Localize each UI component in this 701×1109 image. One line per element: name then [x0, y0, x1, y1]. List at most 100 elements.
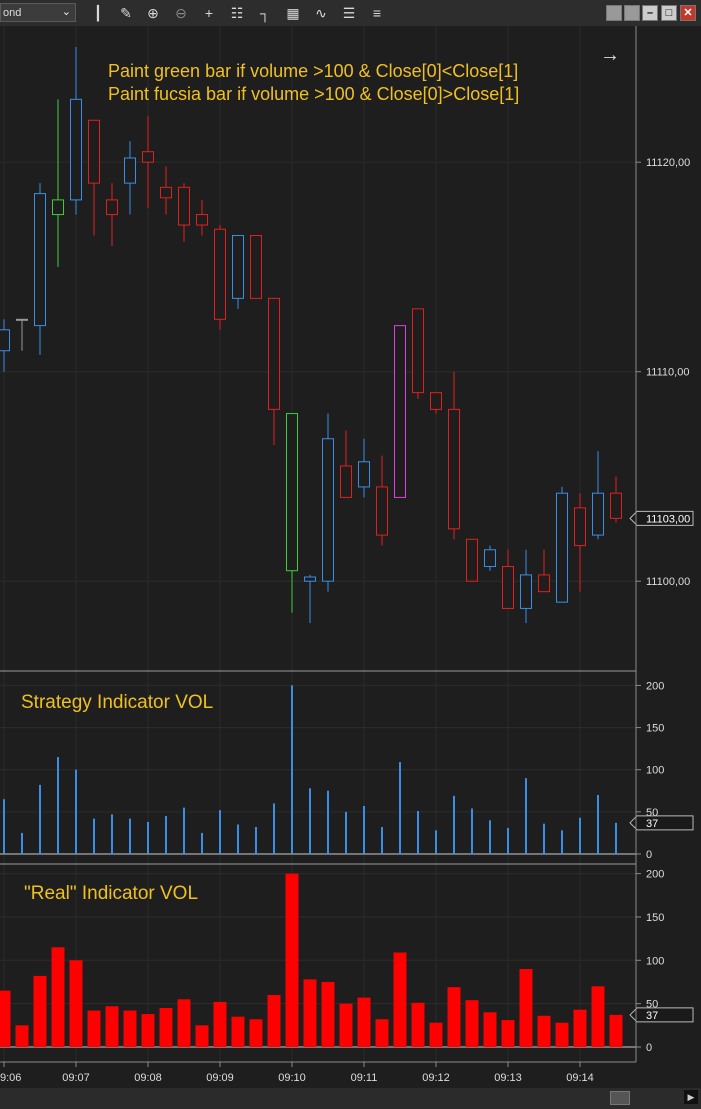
candle[interactable]	[0, 319, 10, 372]
volume-bar[interactable]	[483, 1012, 497, 1047]
time-tick-label: 9:06	[0, 1072, 21, 1084]
candle[interactable]	[610, 476, 622, 523]
volume-bar[interactable]	[177, 999, 191, 1047]
candle[interactable]	[124, 141, 136, 215]
candle[interactable]	[448, 371, 460, 540]
candle[interactable]	[484, 545, 496, 571]
volume-bar[interactable]	[267, 994, 281, 1047]
candle[interactable]	[142, 116, 154, 209]
volume-bar[interactable]	[15, 1025, 29, 1047]
volume-bar[interactable]	[393, 952, 407, 1047]
close-icon[interactable]: ✕	[680, 5, 696, 21]
candle[interactable]	[358, 438, 370, 498]
period-select[interactable]: ond ⌄	[0, 3, 76, 22]
volume-bar[interactable]	[123, 1010, 137, 1047]
zoom-in-icon[interactable]: ⊕	[147, 5, 159, 21]
candle[interactable]	[430, 392, 442, 414]
candle[interactable]	[232, 235, 244, 309]
volume-bar[interactable]	[321, 981, 335, 1047]
volume-bar[interactable]	[375, 1019, 389, 1047]
volume-bar[interactable]	[249, 1019, 263, 1047]
time-tick-label: 09:07	[62, 1072, 90, 1084]
candle[interactable]	[412, 308, 424, 399]
indicators-icon[interactable]: ∿	[315, 5, 327, 21]
candle[interactable]	[106, 183, 118, 246]
volume-bar[interactable]	[195, 1025, 209, 1047]
volume-bar[interactable]	[285, 873, 299, 1047]
window-tile-icon[interactable]	[606, 5, 622, 21]
bar-spacing-icon[interactable]: ┐	[260, 5, 270, 21]
volume-bar[interactable]	[609, 1014, 623, 1047]
candle[interactable]	[250, 235, 262, 299]
candle[interactable]	[196, 199, 208, 236]
candle[interactable]	[70, 46, 82, 215]
volume-bar[interactable]	[33, 975, 47, 1047]
scroll-right-icon[interactable]: ▶	[684, 1090, 698, 1104]
volume-bar[interactable]	[213, 1001, 227, 1047]
candle[interactable]	[556, 486, 568, 603]
candle[interactable]	[160, 166, 172, 215]
candle[interactable]	[574, 493, 586, 592]
volume-bar[interactable]	[555, 1022, 569, 1047]
candlestick-icon[interactable]: ┃	[93, 5, 103, 21]
candle[interactable]	[340, 430, 352, 498]
volume-bar[interactable]	[519, 968, 533, 1047]
volume-bar[interactable]	[537, 1015, 551, 1047]
crosshair-icon[interactable]: +	[204, 5, 214, 21]
volume-bar[interactable]	[87, 1010, 101, 1047]
volume-bar[interactable]	[303, 979, 317, 1047]
time-axis: 9:06 09:07 09:08 09:09 09:10 09:11 09:12 09:13 0…	[0, 1062, 594, 1084]
strategies-icon[interactable]: ☰	[342, 5, 356, 21]
maximize-icon[interactable]: □	[661, 5, 677, 21]
volume-bar[interactable]	[411, 1002, 425, 1047]
window-cascade-icon[interactable]	[624, 5, 640, 21]
scrollbar-thumb[interactable]	[610, 1091, 630, 1105]
candle[interactable]	[304, 574, 316, 624]
volume-bar[interactable]	[105, 1006, 119, 1047]
candle[interactable]	[322, 413, 334, 592]
volume-bar[interactable]	[429, 1022, 443, 1047]
candle[interactable]	[268, 297, 280, 446]
horizontal-scrollbar[interactable]: ▶	[0, 1088, 701, 1109]
candle-body	[196, 214, 208, 226]
volume-bar[interactable]	[0, 990, 11, 1047]
candle[interactable]	[376, 455, 388, 546]
candle[interactable]	[52, 99, 64, 267]
candle[interactable]	[178, 183, 190, 242]
list-icon[interactable]: ≡	[372, 5, 382, 21]
candle[interactable]	[16, 318, 28, 351]
volume-bar[interactable]	[339, 1003, 353, 1047]
volume-bar[interactable]	[159, 1007, 173, 1047]
candle[interactable]	[214, 225, 226, 330]
volume-bar[interactable]	[501, 1020, 515, 1047]
volume-bar[interactable]	[141, 1014, 155, 1047]
properties-icon[interactable]: ☷	[230, 5, 244, 21]
data-box-icon[interactable]: ▦	[286, 5, 300, 21]
scroll-right-arrow-icon[interactable]: →	[600, 44, 620, 66]
candle[interactable]	[502, 549, 514, 609]
period-select-value: ond	[3, 7, 22, 19]
volume-bar[interactable]	[231, 1016, 245, 1047]
volume-bar[interactable]	[51, 947, 65, 1047]
pencil-icon[interactable]: ✎	[120, 5, 132, 21]
volume-bar[interactable]	[357, 997, 371, 1047]
volume-bar[interactable]	[465, 1000, 479, 1047]
candle[interactable]	[34, 183, 46, 355]
zoom-out-icon[interactable]: ⊖	[175, 5, 187, 21]
volume-bar[interactable]	[69, 960, 83, 1047]
candle[interactable]	[520, 549, 532, 624]
annotation-green-rule: Paint green bar if volume >100 & Close[0…	[108, 61, 518, 81]
minimize-icon[interactable]: –	[642, 5, 658, 21]
candle[interactable]	[538, 549, 550, 593]
volume-bar[interactable]	[591, 986, 605, 1047]
candle[interactable]	[466, 538, 478, 582]
chart-area[interactable]: 11100,00 11110,00 11120,00 11103,00 Paint g…	[0, 26, 701, 1088]
candle[interactable]	[88, 119, 100, 236]
candle[interactable]	[394, 325, 406, 498]
candle-body	[430, 392, 442, 410]
candle[interactable]	[286, 413, 298, 613]
price-axis: 11100,00 11110,00 11120,00 11103,00	[629, 157, 694, 588]
volume-bar[interactable]	[573, 1009, 587, 1047]
volume-bar[interactable]	[447, 987, 461, 1047]
candle[interactable]	[592, 451, 604, 540]
